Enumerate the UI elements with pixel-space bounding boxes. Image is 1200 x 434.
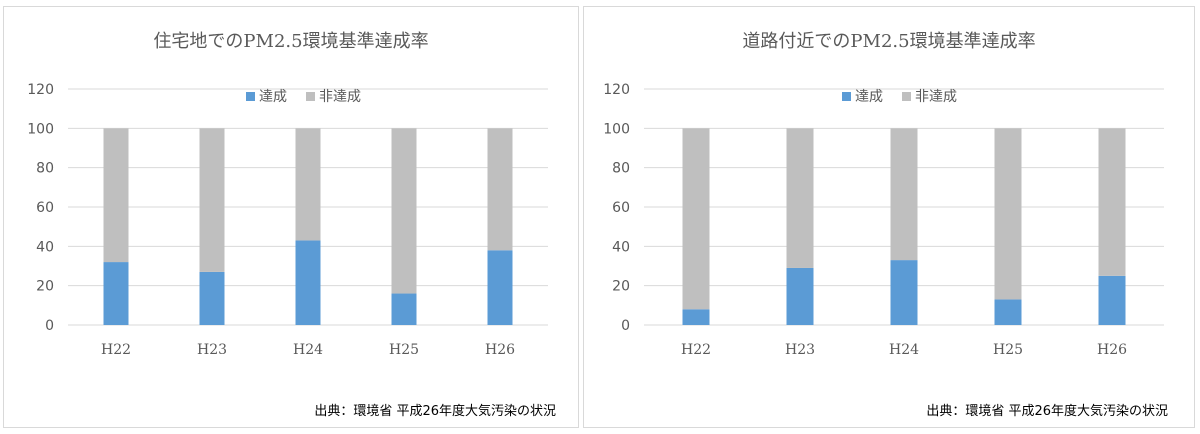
legend-swatch [246,92,255,101]
x-tick-label: H26 [1097,342,1127,358]
x-tick-label: H24 [293,342,323,358]
legend-swatch [306,92,315,101]
bar-achieved-h23 [199,271,225,325]
y-tick-label: 0 [45,318,54,334]
x-tick-label: H23 [197,342,227,358]
bar-achieved-h23 [786,267,814,325]
chart-panel-residential: 住宅地でのPM2.5環境基準達成率 0 20 40 60 80 100 120 H22 H23 H2… [3,6,579,428]
bar-not-achieved-h25 [994,128,1022,300]
bar-not-achieved-h22 [103,128,129,263]
legend-label: 達成 [259,89,287,105]
y-tick-label: 120 [603,82,630,98]
bar-achieved-h26 [1098,275,1126,325]
bar-not-achieved-h25 [391,128,417,294]
x-tick-label: H25 [389,342,419,358]
x-tick-label: H26 [485,342,515,358]
x-tick-label: H24 [889,342,919,358]
bar-achieved-h24 [890,260,918,325]
bar-not-achieved-h23 [199,128,225,272]
y-tick-label: 120 [27,82,54,98]
x-tick-label: H22 [681,342,711,358]
y-tick-label: 20 [612,279,630,295]
y-tick-label: 100 [603,121,630,137]
bar-not-achieved-h23 [786,128,814,268]
y-tick-label: 40 [612,239,630,255]
x-tick-label: H22 [101,342,131,358]
y-tick-label: 100 [27,121,54,137]
bar-achieved-h26 [487,250,513,325]
x-tick-label: H23 [785,342,815,358]
bar-not-achieved-h24 [890,128,918,261]
bar-achieved-h22 [682,309,710,325]
y-tick-label: 80 [612,161,630,177]
legend-swatch [842,92,851,101]
y-tick-label: 60 [36,200,54,216]
source-note: 出典：環境省 平成26年度大気汚染の状況 [926,403,1168,419]
chart-panel-roadside: 道路付近でのPM2.5環境基準達成率 0 20 40 60 80 100 120 H22 H23 H… [583,6,1195,428]
legend-label: 非達成 [319,89,361,105]
y-tick-label: 20 [36,279,54,295]
bar-not-achieved-h26 [487,128,513,251]
legend-swatch [902,92,911,101]
y-tick-label: 40 [36,239,54,255]
chart-roadside: 道路付近でのPM2.5環境基準達成率 0 20 40 60 80 100 120 H22 H23 H… [603,31,1168,419]
legend-label: 非達成 [915,89,957,105]
y-tick-label: 80 [36,161,54,177]
x-tick-label: H25 [993,342,1023,358]
bar-achieved-h22 [103,262,129,325]
legend-label: 達成 [855,89,883,105]
bar-achieved-h25 [994,299,1022,325]
chart-title: 道路付近でのPM2.5環境基準達成率 [742,31,1035,52]
bar-not-achieved-h24 [295,128,321,241]
chart-title: 住宅地でのPM2.5環境基準達成率 [153,31,428,52]
bar-not-achieved-h22 [682,128,710,310]
source-note: 出典：環境省 平成26年度大気汚染の状況 [314,403,556,419]
bar-achieved-h24 [295,240,321,325]
y-tick-label: 60 [612,200,630,216]
chart-residential: 住宅地でのPM2.5環境基準達成率 0 20 40 60 80 100 120 H22 H23 H2… [27,31,556,419]
y-tick-label: 0 [621,318,630,334]
bar-achieved-h25 [391,293,417,325]
bar-not-achieved-h26 [1098,128,1126,276]
